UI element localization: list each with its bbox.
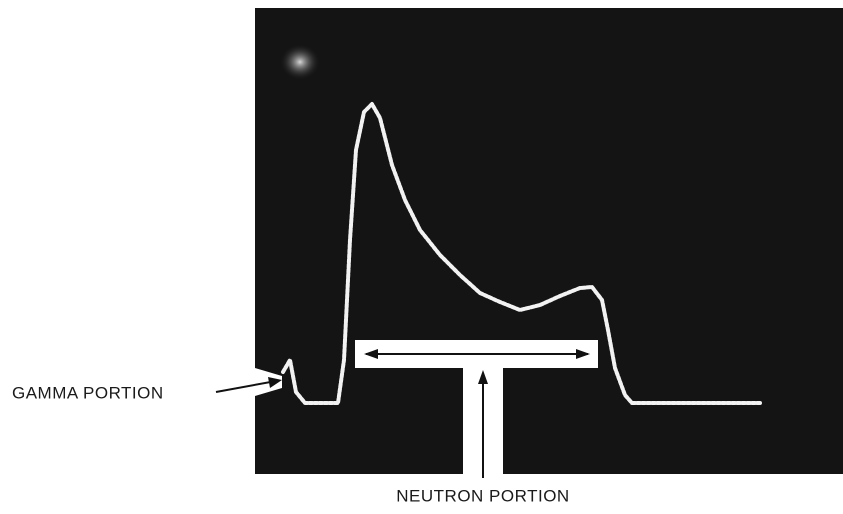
oscilloscope-photo: GAMMA PORTION NEUTRON PORTION [0,0,843,514]
gamma-label: GAMMA PORTION [12,383,164,402]
neutron-label: NEUTRON PORTION [396,486,569,505]
glare [280,44,320,80]
page: GAMMA PORTION NEUTRON PORTION (() => { c… [0,0,843,514]
